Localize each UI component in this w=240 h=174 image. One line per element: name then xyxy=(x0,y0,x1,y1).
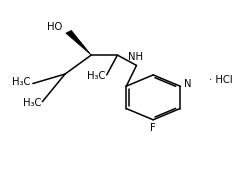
Polygon shape xyxy=(66,30,91,55)
Text: · HCl: · HCl xyxy=(209,75,233,85)
Text: F: F xyxy=(150,123,156,133)
Text: H₃C: H₃C xyxy=(23,98,41,108)
Text: NH: NH xyxy=(128,52,143,62)
Text: HO: HO xyxy=(47,22,63,32)
Text: N: N xyxy=(184,79,191,89)
Text: H₃C: H₃C xyxy=(12,77,30,87)
Text: H₃C: H₃C xyxy=(87,71,106,81)
